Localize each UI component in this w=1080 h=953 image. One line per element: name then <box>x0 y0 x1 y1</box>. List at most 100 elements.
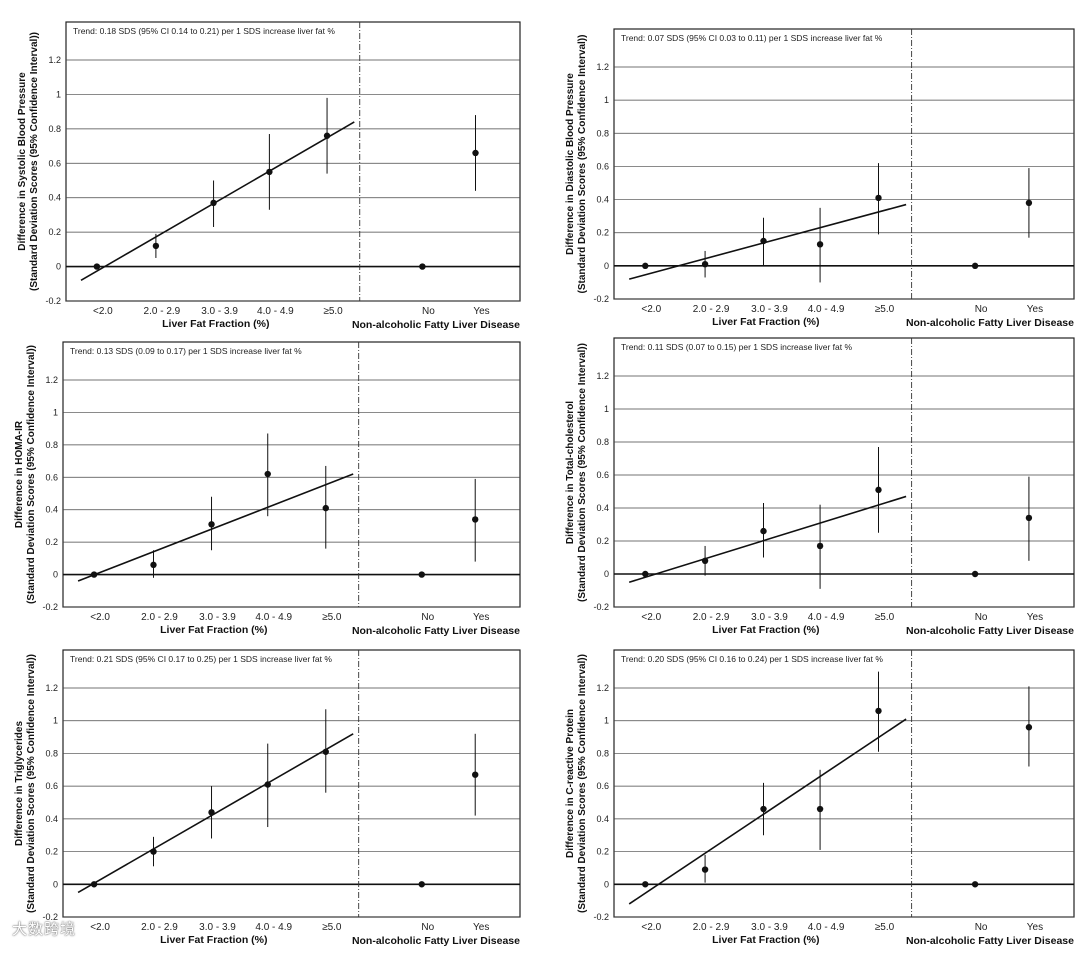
x-tick-label: <2.0 <box>93 306 113 317</box>
y-tick-label: -0.2 <box>593 912 609 922</box>
x-tick-label: <2.0 <box>641 922 661 933</box>
y-tick-label: 1 <box>604 716 609 726</box>
trend-line <box>628 718 907 905</box>
y-tick-label: 1 <box>53 407 58 417</box>
x-tick-label: <2.0 <box>90 612 110 623</box>
data-point <box>701 557 709 564</box>
trend-line <box>628 495 907 584</box>
y-axis-subtitle: (Standard Deviation Scores (95% Confiden… <box>29 32 40 291</box>
data-point <box>701 261 709 268</box>
data-point <box>90 571 98 578</box>
x-tick-label: No <box>975 922 988 933</box>
y-tick-label: 1 <box>604 95 609 105</box>
y-axis-title: Difference in Diastolic Blood Pressure <box>565 73 576 255</box>
x-tick-label: <2.0 <box>641 304 661 315</box>
y-tick-label: 1.2 <box>45 375 58 385</box>
y-tick-label: 0.6 <box>48 158 61 168</box>
plot-frame <box>613 649 1075 918</box>
trend-annotation: Trend: 0.21 SDS (95% CI 0.17 to 0.25) pe… <box>70 654 332 664</box>
data-point <box>642 570 649 578</box>
data-point <box>971 570 979 578</box>
y-tick-label: 0.2 <box>45 847 58 857</box>
x-tick-label: 4.0 - 4.9 <box>255 922 292 933</box>
x-tick-label: 4.0 - 4.9 <box>808 922 845 933</box>
x-tick-label: ≥5.0 <box>875 304 895 315</box>
plot-frame <box>62 341 521 608</box>
x-tick-label: Yes <box>473 922 489 933</box>
x-tick-label: 4.0 - 4.9 <box>808 612 845 623</box>
data-point <box>264 781 271 788</box>
y-axis-title: Difference in Total-cholesterol <box>565 401 576 544</box>
data-point <box>701 866 709 873</box>
x-axis-title: Liver Fat Fraction (%) <box>712 316 819 328</box>
x-tick-label: 4.0 - 4.9 <box>257 306 294 317</box>
y-tick-label: 0.4 <box>596 195 609 205</box>
y-tick-label: 0.2 <box>596 847 609 857</box>
y-tick-label: 0 <box>53 570 58 580</box>
trend-line <box>80 121 355 282</box>
data-point <box>208 809 215 816</box>
x-tick-label: No <box>975 612 988 623</box>
y-tick-label: 0.8 <box>596 748 609 758</box>
x-axis-title: Liver Fat Fraction (%) <box>160 624 267 636</box>
y-tick-label: 0.4 <box>596 814 609 824</box>
x-tick-label: 4.0 - 4.9 <box>255 612 292 623</box>
data-point <box>150 561 157 569</box>
x-tick-label: 3.0 - 3.9 <box>201 306 238 317</box>
y-tick-label: 0.8 <box>45 748 58 758</box>
data-point <box>418 881 425 888</box>
data-point <box>150 848 157 855</box>
trend-line <box>77 473 354 582</box>
x-axis-title: Liver Fat Fraction (%) <box>162 318 269 330</box>
data-point <box>760 805 767 813</box>
x-tick-label: 3.0 - 3.9 <box>751 304 788 315</box>
data-point <box>322 748 329 755</box>
x-axis-title-nafld: Non-alcoholic Fatty Liver Disease <box>352 319 520 331</box>
y-tick-label: 0 <box>604 569 609 579</box>
data-point <box>1025 199 1033 207</box>
y-tick-label: 0.8 <box>596 437 609 447</box>
plot-frame <box>613 28 1075 300</box>
x-tick-label: <2.0 <box>90 922 110 933</box>
x-tick-label: Yes <box>1027 922 1043 933</box>
plot-frame <box>65 21 521 302</box>
y-tick-label: -0.2 <box>45 296 61 306</box>
trend-line <box>628 203 907 280</box>
data-point <box>971 881 979 888</box>
data-point <box>816 241 824 248</box>
data-point <box>971 262 979 270</box>
y-tick-label: 0.2 <box>48 227 61 237</box>
data-point <box>472 771 479 778</box>
y-tick-label: 0.6 <box>596 470 609 480</box>
trend-annotation: Trend: 0.07 SDS (95% CI 0.03 to 0.11) pe… <box>621 33 883 43</box>
y-tick-label: 1.2 <box>45 683 58 693</box>
x-tick-label: 2.0 - 2.9 <box>141 612 178 623</box>
x-tick-label: Yes <box>473 306 489 317</box>
data-point <box>323 132 331 139</box>
x-tick-label: 3.0 - 3.9 <box>751 612 788 623</box>
y-axis-title: Difference in Triglycerides <box>14 721 25 846</box>
y-tick-label: -0.2 <box>42 602 58 612</box>
x-axis-title: Liver Fat Fraction (%) <box>160 934 267 946</box>
x-tick-label: <2.0 <box>641 612 661 623</box>
y-tick-label: 0.2 <box>596 228 609 238</box>
y-axis-subtitle: (Standard Deviation Scores (95% Confiden… <box>26 345 37 604</box>
x-tick-label: 3.0 - 3.9 <box>199 922 236 933</box>
chart-panel-6: -0.2 0 0.2 0.4 0.6 0.8 1 1.2 Trend: 0.20 SDS (95… <box>565 649 1075 947</box>
x-tick-label: 2.0 - 2.9 <box>144 306 181 317</box>
y-tick-label: -0.2 <box>42 912 58 922</box>
y-tick-label: 0.8 <box>596 128 609 138</box>
x-tick-label: Yes <box>473 612 489 623</box>
y-tick-label: 1.2 <box>596 371 609 381</box>
x-axis-title: Liver Fat Fraction (%) <box>712 934 819 946</box>
data-point <box>642 262 649 270</box>
data-point <box>419 263 426 270</box>
y-tick-label: 0.4 <box>45 814 58 824</box>
y-tick-label: 0 <box>604 261 609 271</box>
y-tick-label: 0.6 <box>596 781 609 791</box>
y-tick-label: 1 <box>604 404 609 414</box>
x-tick-label: ≥5.0 <box>875 612 895 623</box>
y-tick-label: 1.2 <box>596 683 609 693</box>
y-tick-label: 0.4 <box>45 505 58 515</box>
